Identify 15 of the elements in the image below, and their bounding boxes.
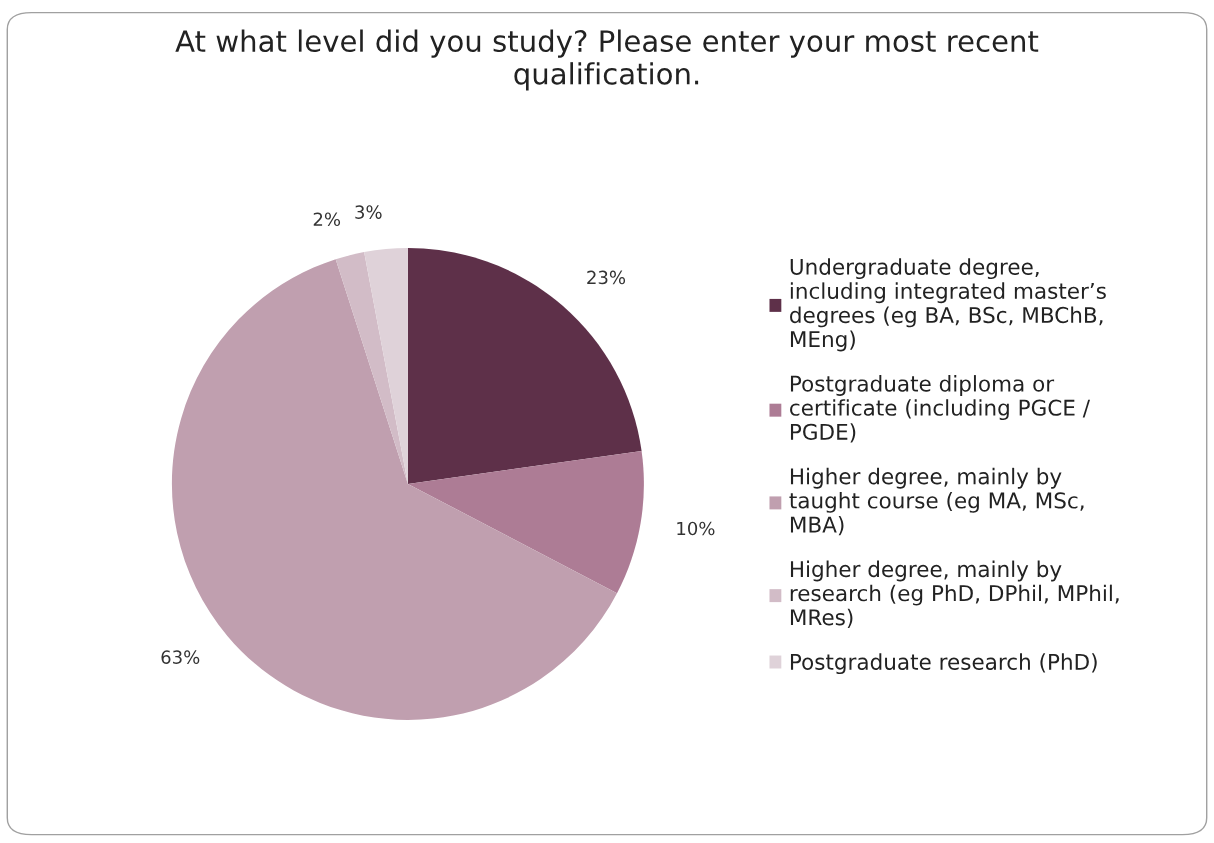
data-label: 23% (587, 270, 626, 285)
legend-label: Postgraduate research (PhD) (790, 653, 1097, 675)
data-label: 2% (313, 212, 341, 227)
pie-slice (407, 247, 642, 484)
data-label: 10% (677, 521, 715, 536)
pie-slice (407, 450, 644, 594)
pie-slice (364, 247, 408, 484)
data-label: 3% (355, 205, 382, 219)
legend-label: Higher degree, mainly by research (eg PhD, DPhil, MPhil, MRes) (790, 560, 1119, 628)
legend-label: Higher degree, mainly by taught course (eg MA, MSc, MBA) (789, 467, 1084, 536)
data-label: 63% (161, 650, 200, 664)
pie-slice (335, 251, 408, 484)
legend-label: Postgraduate diploma or certificate (including PGCE / PGDE) (790, 375, 1090, 443)
legend-label: Undergraduate degree, including integrated master’s degrees (eg BA, BSc, MBChB, MEng) (790, 258, 1106, 352)
chart-title: At what level did you study? Please enter your most recent qualification. (175, 29, 1039, 91)
